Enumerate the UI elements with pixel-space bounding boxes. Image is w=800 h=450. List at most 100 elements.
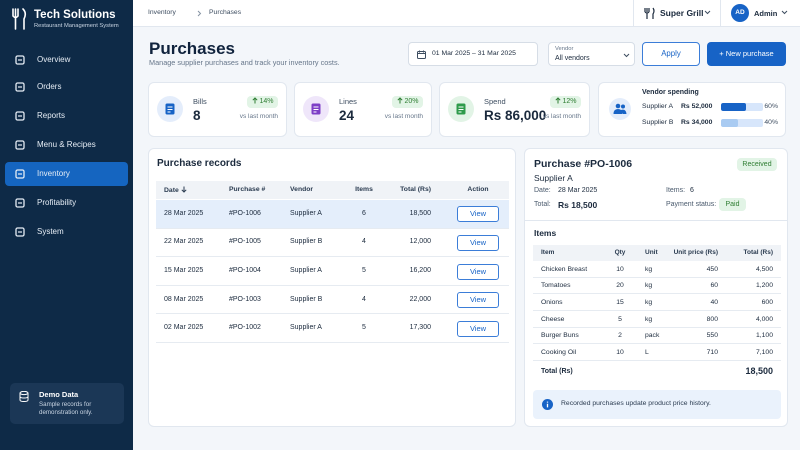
share-bar: [721, 103, 747, 111]
column-header[interactable]: Date: [164, 186, 187, 194]
nav-item[interactable]: Overview: [37, 55, 71, 64]
column-header: Unit price (Rs): [673, 249, 718, 256]
vendor-amount: Rs 52,000: [681, 103, 713, 110]
apply-button[interactable]: Apply: [642, 42, 700, 66]
vendor-select[interactable]: Vendor All vendors: [548, 42, 635, 66]
breadcrumb-separator: [197, 10, 202, 17]
column-header: Purchase #: [229, 186, 265, 193]
table-cell: Chicken Breast: [541, 265, 588, 273]
total-value: 18,500: [745, 366, 773, 376]
change-badge: 14%: [247, 96, 278, 108]
column-title: Items: [355, 186, 373, 193]
column-header: Total (Rs): [371, 186, 431, 193]
table-cell: #PO-1002: [229, 324, 261, 332]
table-row: [533, 261, 781, 278]
up-arrow: [396, 97, 403, 104]
table-cell: 4,500: [755, 265, 773, 273]
table-cell: 22,000: [409, 295, 431, 303]
column-header: Items: [334, 186, 394, 193]
sort-arrow: [181, 186, 187, 193]
date-range-picker[interactable]: 01 Mar 2025 – 31 Mar 2025: [408, 42, 538, 66]
table-cell: 550: [706, 332, 718, 340]
nav-item[interactable]: Profitability: [37, 198, 77, 207]
stat-note: vs last month: [239, 113, 278, 120]
table-cell: #PO-1006: [229, 209, 261, 217]
breadcrumb-link[interactable]: Inventory: [148, 9, 176, 16]
table-row: [533, 345, 781, 362]
view-button[interactable]: View: [457, 263, 499, 280]
table-row[interactable]: [156, 286, 509, 315]
demo-title: Demo Data: [39, 390, 79, 399]
avatar[interactable]: AD: [731, 4, 749, 22]
nav-icon: [15, 198, 25, 208]
nav-item[interactable]: Menu & Recipes: [37, 140, 96, 149]
field-value: 28 Mar 2025: [558, 187, 598, 194]
table-cell: 28 Mar 2025: [164, 209, 204, 217]
divider: [633, 0, 634, 26]
divider: [720, 0, 721, 26]
table-cell: Onions: [541, 298, 563, 306]
table-cell: 5: [362, 267, 366, 274]
sidebar: Tech Solutions Restaurant Management Sys…: [0, 0, 133, 450]
stat-card: Bills 8 14% vs last month: [148, 82, 287, 137]
people-icon: [613, 103, 627, 114]
restaurant-selector[interactable]: Super Grill: [660, 8, 704, 18]
total-label: Total (Rs): [541, 368, 573, 375]
table-cell: L: [645, 349, 649, 356]
nav-item[interactable]: System: [37, 227, 64, 236]
table-cell: Supplier A: [290, 324, 322, 332]
table-cell: 16,200: [409, 267, 431, 274]
table-cell: kg: [645, 265, 653, 273]
table-row: [533, 278, 781, 295]
nav-glyph: [15, 55, 25, 65]
calendar-icon: [417, 50, 426, 59]
vendor-share: 40%: [764, 119, 778, 126]
new-purchase-button[interactable]: + New purchase: [707, 42, 786, 66]
stat-icon: [311, 103, 321, 115]
vendor-name: Supplier A: [642, 103, 673, 110]
view-button[interactable]: View: [457, 234, 499, 251]
divider: [525, 220, 787, 221]
detail-title: Purchase #PO-1006: [534, 158, 633, 170]
view-button[interactable]: View: [457, 292, 499, 309]
detail-vendor: Supplier A: [534, 173, 573, 183]
table-cell: 450: [706, 265, 718, 273]
table-cell: #PO-1003: [229, 295, 261, 303]
nav-glyph: [15, 140, 25, 150]
table-row[interactable]: [156, 314, 509, 343]
view-button[interactable]: View: [457, 320, 499, 337]
table-row[interactable]: [156, 200, 509, 229]
table-cell: 710: [706, 349, 718, 356]
table-cell: Supplier B: [290, 238, 323, 246]
table-row[interactable]: [156, 257, 509, 286]
chevron-down: [704, 10, 711, 15]
table-cell: 1,100: [755, 332, 773, 340]
stat-label: Bills: [193, 97, 207, 106]
table-cell: 7,100: [755, 349, 773, 356]
table-header: [156, 181, 509, 199]
table-cell: 18,500: [409, 209, 431, 217]
nav-glyph: [15, 227, 25, 237]
table-row[interactable]: [156, 229, 509, 258]
user-menu[interactable]: Admin: [754, 9, 778, 18]
table-cell: 800: [706, 315, 718, 323]
table-row: [533, 294, 781, 312]
change-value: 14%: [259, 98, 274, 105]
nav-item[interactable]: Inventory: [37, 169, 70, 178]
nav-item[interactable]: Orders: [37, 82, 62, 91]
table-cell: 15: [616, 298, 624, 306]
column-header: Action: [448, 186, 508, 193]
column-header: Unit: [645, 249, 658, 256]
table-cell: kg: [645, 315, 653, 323]
info-note: Recorded purchases update product price …: [533, 390, 781, 419]
nav-icon: [15, 169, 25, 179]
date-range-value: 01 Mar 2025 – 31 Mar 2025: [432, 50, 516, 57]
database-icon: [19, 391, 29, 402]
share-track: [721, 103, 763, 111]
view-button[interactable]: View: [457, 206, 499, 223]
purchase-records-panel: Purchase records Date Purchase # Vendor It…: [148, 148, 516, 427]
table-header: [533, 245, 781, 261]
nav-item[interactable]: Reports: [37, 111, 66, 120]
column-header: Item: [541, 249, 555, 256]
